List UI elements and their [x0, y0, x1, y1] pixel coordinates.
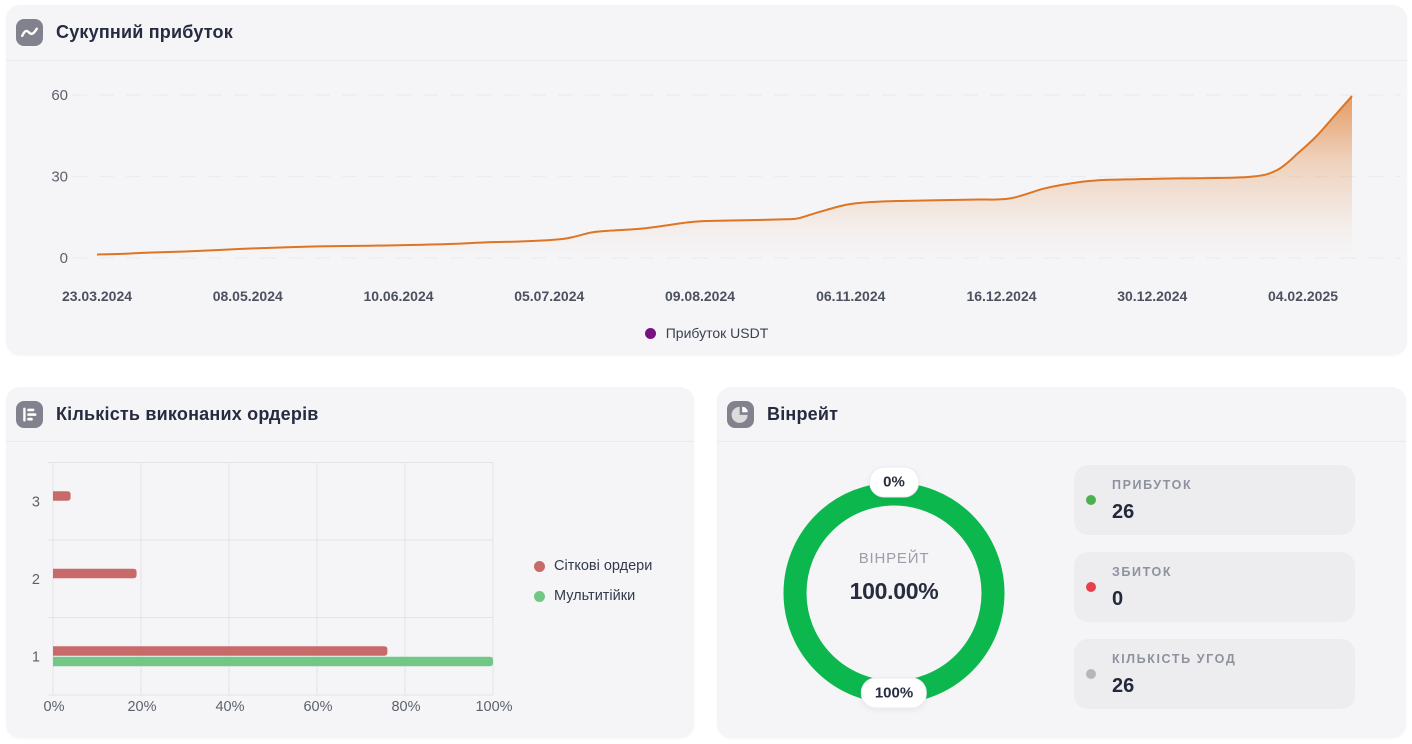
svg-text:60%: 60% — [303, 699, 332, 715]
winrate-center-label: ВІНРЕЙТ — [858, 550, 930, 567]
svg-text:0%: 0% — [44, 699, 65, 715]
winrate-donut-gauge[interactable]: 0% 100% ВІНРЕЙТ 100.00% — [783, 466, 1005, 709]
svg-text:09.08.2024: 09.08.2024 — [665, 288, 735, 304]
stat-dot-gray — [1086, 669, 1096, 679]
stat-label-profit: ПРИБУТОК — [1112, 478, 1193, 492]
stat-box-loss[interactable]: ЗБИТОК 0 — [1074, 552, 1355, 622]
orders-card: Кількість виконаних ордерів 0% 20% 40% 60% 8… — [6, 387, 694, 738]
winrate-card-title: Вінрейт — [767, 403, 839, 424]
svg-text:23.03.2024: 23.03.2024 — [62, 288, 132, 304]
svg-text:3: 3 — [32, 494, 40, 510]
profit-card-header: Сукупний прибуток — [6, 5, 1407, 61]
orders-legend-label-grid: Сіткові ордери — [554, 558, 653, 574]
svg-text:30.12.2024: 30.12.2024 — [1117, 288, 1187, 304]
orders-legend-item-multi[interactable]: Мультитійки — [534, 587, 652, 605]
orders-legend-item-grid[interactable]: Сіткові ордери — [534, 557, 652, 575]
stat-value-loss: 0 — [1112, 588, 1124, 610]
stat-label-deals: КІЛЬКІСТЬ УГОД — [1112, 652, 1237, 666]
svg-text:30: 30 — [51, 169, 68, 186]
svg-text:10.06.2024: 10.06.2024 — [363, 288, 433, 304]
winrate-gauge-bottom-badge: 100% — [860, 677, 928, 709]
stat-box-profit[interactable]: ПРИБУТОК 26 — [1074, 465, 1355, 535]
orders-card-title: Кількість виконаних ордерів — [56, 403, 319, 424]
svg-text:20%: 20% — [127, 699, 156, 715]
stat-dot-green — [1086, 495, 1096, 505]
svg-text:60: 60 — [51, 87, 68, 104]
bar-list-icon — [16, 400, 43, 428]
svg-text:0: 0 — [60, 250, 68, 267]
stat-value-profit: 26 — [1112, 501, 1135, 523]
winrate-gauge-top-badge: 0% — [869, 466, 919, 498]
orders-bar-chart[interactable]: 0% 20% 40% 60% 80% 100% 3 2 1 — [6, 443, 694, 738]
svg-text:2: 2 — [32, 572, 40, 588]
stat-value-deals: 26 — [1112, 675, 1135, 697]
orders-legend-dot-green — [534, 590, 545, 602]
profit-chart-legend[interactable]: Прибуток USDT — [6, 324, 1407, 342]
svg-text:80%: 80% — [391, 699, 420, 715]
orders-chart-legend[interactable]: Сіткові ордери Мультитійки — [534, 557, 652, 617]
svg-text:04.02.2025: 04.02.2025 — [1268, 288, 1338, 304]
winrate-stats: ПРИБУТОК 26 ЗБИТОК 0 КІЛЬКІСТЬ УГОД 26 — [1074, 465, 1355, 726]
svg-text:100%: 100% — [475, 699, 512, 715]
orders-card-header: Кількість виконаних ордерів — [6, 387, 694, 442]
profit-card-title: Сукупний прибуток — [56, 22, 233, 42]
svg-text:16.12.2024: 16.12.2024 — [966, 288, 1036, 304]
stat-box-deals[interactable]: КІЛЬКІСТЬ УГОД 26 — [1074, 639, 1355, 709]
winrate-card-header: Вінрейт — [717, 387, 1406, 442]
svg-text:06.11.2024: 06.11.2024 — [816, 288, 886, 304]
orders-legend-dot-red — [534, 560, 545, 572]
trend-line-icon — [16, 19, 43, 46]
svg-text:08.05.2024: 08.05.2024 — [213, 288, 283, 304]
profit-card: Сукупний прибуток 0 30 60 23.03.2024 08.05.2… — [6, 5, 1407, 355]
svg-text:40%: 40% — [215, 699, 244, 715]
orders-legend-label-multi: Мультитійки — [554, 588, 636, 604]
profit-legend-dot — [644, 327, 656, 339]
svg-text:05.07.2024: 05.07.2024 — [514, 288, 584, 304]
stat-dot-red — [1086, 582, 1096, 592]
svg-text:1: 1 — [32, 649, 40, 665]
pie-chart-icon — [727, 400, 754, 428]
winrate-card: Вінрейт 0% 100% ВІНРЕЙТ 100.00% ПРИБУТОК… — [717, 387, 1406, 738]
stat-label-loss: ЗБИТОК — [1112, 565, 1173, 579]
profit-legend-label: Прибуток USDT — [665, 325, 769, 341]
profit-area-chart[interactable]: 0 30 60 23.03.2024 08.05.2024 10.06.2024 05.07… — [6, 67, 1407, 355]
winrate-center-value: 100.00% — [849, 578, 939, 604]
